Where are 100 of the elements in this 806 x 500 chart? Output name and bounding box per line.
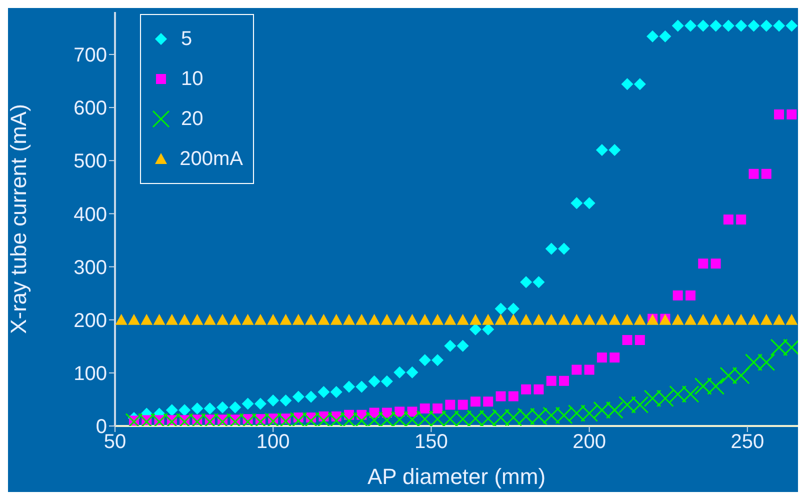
point xyxy=(166,404,178,416)
point xyxy=(115,314,128,325)
point xyxy=(722,314,734,325)
point xyxy=(672,20,684,32)
y-tick-label: 400 xyxy=(74,204,107,226)
point xyxy=(356,380,368,393)
point xyxy=(584,364,594,375)
point xyxy=(520,276,532,288)
point xyxy=(432,314,444,325)
point xyxy=(773,314,786,325)
point xyxy=(444,340,456,352)
point xyxy=(786,314,798,325)
point xyxy=(532,276,545,288)
point xyxy=(406,314,418,325)
point xyxy=(318,314,330,325)
point xyxy=(166,314,178,325)
point xyxy=(774,109,784,120)
point xyxy=(534,384,544,394)
point xyxy=(394,406,405,417)
point xyxy=(456,314,469,325)
point xyxy=(697,20,710,32)
point xyxy=(748,20,760,32)
point xyxy=(305,390,318,403)
point xyxy=(191,314,204,325)
point xyxy=(356,314,368,325)
point xyxy=(610,352,620,363)
point xyxy=(406,366,418,378)
point xyxy=(532,314,545,325)
point xyxy=(368,375,380,388)
point xyxy=(458,400,468,410)
point xyxy=(216,401,229,414)
legend-label: 200mA xyxy=(180,148,243,170)
point xyxy=(685,290,696,300)
point xyxy=(621,78,634,90)
point xyxy=(280,394,292,407)
point xyxy=(507,302,520,315)
point xyxy=(469,323,482,336)
point xyxy=(229,401,242,414)
point xyxy=(698,258,708,269)
point xyxy=(786,109,797,120)
x-tick-label: 150 xyxy=(414,431,448,454)
point xyxy=(380,375,393,388)
point xyxy=(292,314,304,325)
point xyxy=(596,314,608,325)
y-tick-label: 200 xyxy=(74,310,107,332)
point xyxy=(521,384,532,394)
point xyxy=(178,314,191,325)
point xyxy=(735,20,748,32)
point xyxy=(786,20,798,32)
point xyxy=(659,30,672,42)
point xyxy=(153,314,166,325)
point xyxy=(748,168,759,179)
point xyxy=(710,258,721,269)
point xyxy=(482,314,494,325)
point xyxy=(204,314,216,325)
point xyxy=(621,314,634,325)
point xyxy=(140,314,153,325)
point xyxy=(773,20,786,32)
point xyxy=(407,406,418,417)
point xyxy=(483,396,494,407)
point xyxy=(583,314,596,325)
y-tick-label: 600 xyxy=(74,98,107,120)
point xyxy=(572,364,582,375)
point xyxy=(254,398,266,410)
point xyxy=(254,314,266,325)
point xyxy=(520,314,532,325)
point xyxy=(570,314,583,325)
point xyxy=(456,340,469,352)
point xyxy=(723,214,734,225)
point xyxy=(470,396,480,407)
point xyxy=(418,354,431,366)
point xyxy=(267,394,280,407)
point xyxy=(634,335,645,346)
point xyxy=(242,314,254,325)
point xyxy=(342,314,355,325)
point xyxy=(267,314,280,325)
point xyxy=(444,314,456,325)
point xyxy=(646,30,659,42)
point xyxy=(710,20,722,32)
point xyxy=(496,391,506,402)
point xyxy=(558,314,570,325)
point xyxy=(697,314,710,325)
point xyxy=(559,376,570,386)
point xyxy=(494,314,507,325)
point xyxy=(760,314,772,325)
point xyxy=(432,403,443,414)
x-tick-label: 250 xyxy=(730,431,764,454)
legend-label: 20 xyxy=(181,108,204,130)
point xyxy=(608,314,621,325)
point xyxy=(330,386,342,398)
point xyxy=(482,323,494,336)
point xyxy=(178,404,191,416)
point xyxy=(191,402,204,414)
point xyxy=(432,354,444,366)
point xyxy=(420,403,430,414)
point xyxy=(546,376,556,386)
point xyxy=(748,314,760,325)
legend-label: 5 xyxy=(181,28,192,50)
point xyxy=(684,314,696,325)
x-tick-label: 50 xyxy=(104,431,126,454)
